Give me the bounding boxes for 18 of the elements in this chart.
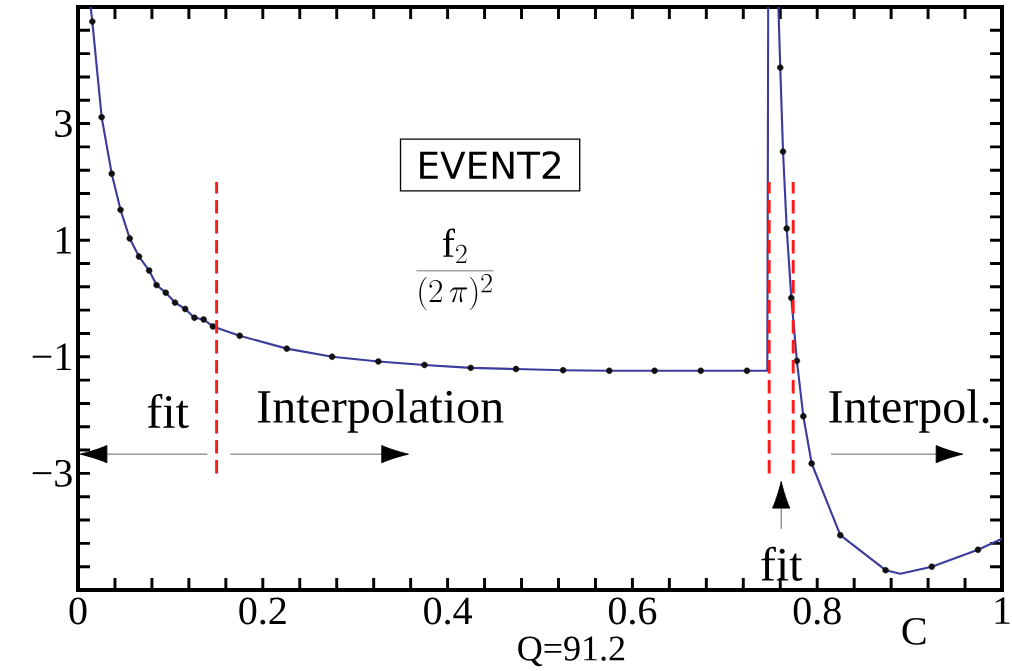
x-tick-label: 0.4 (424, 597, 472, 625)
annotation: fit (761, 546, 803, 581)
x-tick-label: 0 (69, 597, 87, 625)
x-tick-label: 0.6 (608, 597, 657, 625)
annotation: fit (147, 393, 189, 429)
y-tick-label: 1 (56, 226, 71, 254)
annotation: $\frac{\mathrm{f}_2}{(2\,\pi)^2}$ (416, 228, 494, 311)
x-axis-title: C (902, 617, 926, 645)
annotation: EVENT2 (420, 151, 560, 179)
y-tick-label: 3 (55, 110, 72, 138)
x-tick-label: 1 (995, 597, 1010, 624)
x-tick-label: 0.2 (239, 597, 286, 625)
annotation: Interpol. (829, 389, 989, 433)
text: Q=91.2 (518, 636, 625, 667)
x-tick-label: 0.8 (793, 597, 841, 625)
y-tick-label: −3 (32, 459, 72, 487)
annotation: Interpolation (257, 389, 504, 433)
y-tick-label: −1 (32, 343, 71, 370)
